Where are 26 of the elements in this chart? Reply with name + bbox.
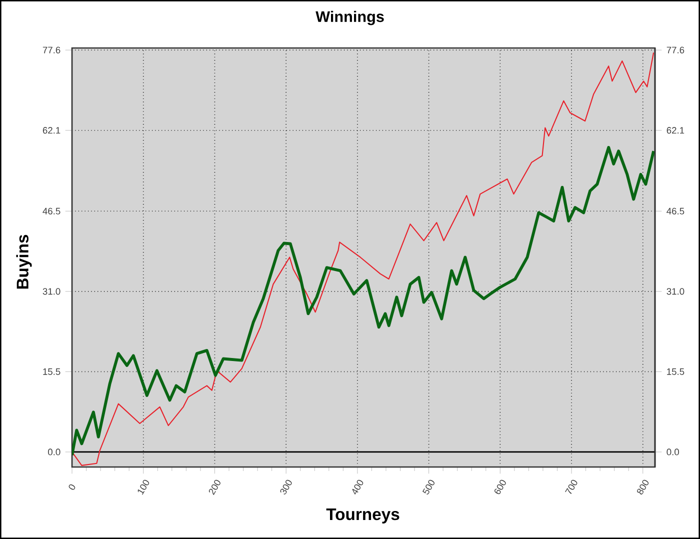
y-tick-label: 0.0 <box>48 448 60 456</box>
y2-tick-label: 77.6 <box>666 46 684 54</box>
line-series <box>72 146 655 457</box>
x-tick-label: 300 <box>280 480 292 494</box>
x-tick-label: 200 <box>208 480 220 495</box>
x-tick-label: 500 <box>422 480 434 494</box>
y-tick-label: 46.5 <box>42 208 60 214</box>
y2-tick-label: 62.1 <box>666 127 684 134</box>
y-tick-label: 15.5 <box>43 368 60 375</box>
x-tick-label: 100 <box>138 480 150 495</box>
y-axis-title: Buyins <box>16 234 32 289</box>
y2-tick-label: 0.0 <box>666 448 679 456</box>
x-axis-title: Tourneys <box>326 508 400 524</box>
x-tick-label: 400 <box>352 480 364 494</box>
x-tick-label: 0 <box>68 484 76 490</box>
y-tick-label: 62.1 <box>42 127 60 134</box>
y2-tick-label: 15.5 <box>667 368 684 375</box>
y-tick-label: 77.6 <box>42 46 60 54</box>
chart-title: Winnings <box>316 10 384 26</box>
y2-tick-label: 31.0 <box>666 288 684 295</box>
y2-tick-label: 46.5 <box>666 208 684 214</box>
x-tick-label: 700 <box>565 480 578 494</box>
y-tick-label: 31.0 <box>42 288 60 295</box>
line-series <box>72 52 654 466</box>
x-tick-label: 600 <box>494 480 506 494</box>
x-tick-label: 800 <box>637 480 649 494</box>
